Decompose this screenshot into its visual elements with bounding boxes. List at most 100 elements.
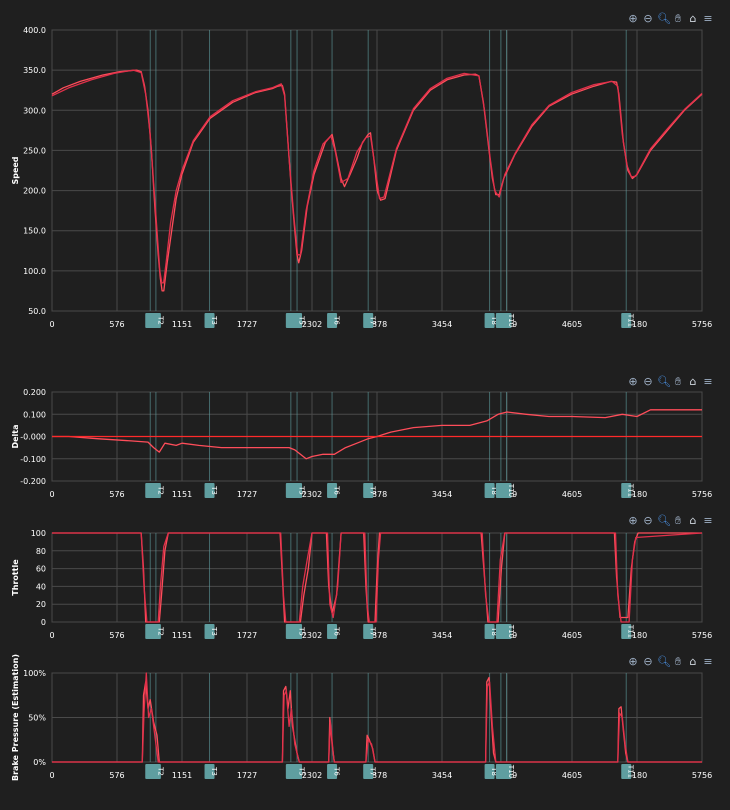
- turn-marker-badge[interactable]: [501, 313, 512, 328]
- x-tick-label: 5756: [692, 771, 712, 780]
- y-axis-label: Delta: [11, 424, 20, 448]
- zoom-in-icon[interactable]: ⊕: [628, 12, 638, 25]
- x-tick-label: 2878: [367, 631, 387, 640]
- turn-marker-label: T8: [490, 485, 498, 495]
- zoom-in-icon[interactable]: ⊕: [628, 375, 638, 388]
- y-tick-label: 0.200: [23, 388, 46, 397]
- y-tick-label: 0: [41, 618, 46, 627]
- x-tick-label: 0: [49, 771, 54, 780]
- y-tick-label: 350.0: [23, 66, 46, 75]
- turn-marker-badge[interactable]: [327, 313, 338, 328]
- turn-marker-label: T6: [333, 485, 341, 495]
- y-tick-label: 0%: [33, 758, 46, 767]
- turn-marker-badge[interactable]: [204, 764, 215, 779]
- turn-marker-badge[interactable]: [621, 313, 632, 328]
- turn-marker-badge[interactable]: [621, 483, 632, 498]
- turn-marker-badge[interactable]: [484, 313, 495, 328]
- turn-marker-badge[interactable]: [150, 624, 161, 639]
- turn-marker-badge[interactable]: [327, 624, 338, 639]
- y-tick-label: -0.000: [20, 433, 46, 442]
- turn-marker-badge[interactable]: [150, 313, 161, 328]
- y-tick-label: 0.100: [23, 410, 46, 419]
- series-line-1: [52, 532, 703, 623]
- turn-marker-badge[interactable]: [150, 483, 161, 498]
- turn-marker-label: T7: [369, 626, 377, 636]
- pan-hand-icon[interactable]: ✋︎: [674, 514, 682, 527]
- magnifier-icon[interactable]: 🔍︎: [657, 12, 671, 25]
- x-tick-label: 3454: [432, 320, 452, 329]
- turn-marker-badge[interactable]: [363, 483, 374, 498]
- zoom-out-icon[interactable]: ⊖: [643, 375, 653, 388]
- x-tick-label: 2302: [302, 320, 322, 329]
- y-tick-label: 200.0: [23, 187, 46, 196]
- menu-icon[interactable]: ≡: [703, 655, 713, 668]
- magnifier-icon[interactable]: 🔍︎: [657, 514, 671, 527]
- turn-marker-badge[interactable]: [327, 764, 338, 779]
- home-icon[interactable]: ⌂: [689, 375, 697, 388]
- turn-marker-badge[interactable]: [204, 624, 215, 639]
- turn-marker-badge[interactable]: [363, 624, 374, 639]
- series-line-0: [51, 69, 703, 292]
- pan-hand-icon[interactable]: ✋︎: [674, 12, 682, 25]
- y-axis-label: Throttle: [11, 559, 20, 596]
- turn-marker-badge[interactable]: [204, 313, 215, 328]
- turn-marker-badge[interactable]: [501, 483, 512, 498]
- zoom-out-icon[interactable]: ⊖: [643, 514, 653, 527]
- turn-marker-label: T2: [156, 485, 164, 495]
- zoom-out-icon[interactable]: ⊖: [643, 655, 653, 668]
- home-icon[interactable]: ⌂: [689, 514, 697, 527]
- zoom-in-icon[interactable]: ⊕: [628, 514, 638, 527]
- turn-marker-label: T8: [490, 626, 498, 636]
- x-tick-label: 1151: [172, 490, 192, 499]
- turn-marker-badge[interactable]: [501, 764, 512, 779]
- magnifier-icon[interactable]: 🔍︎: [657, 655, 671, 668]
- x-tick-label: 2302: [302, 490, 322, 499]
- turn-marker-badge[interactable]: [204, 483, 215, 498]
- x-tick-label: 1151: [172, 771, 192, 780]
- x-tick-label: 1151: [172, 631, 192, 640]
- turn-marker-badge[interactable]: [292, 624, 303, 639]
- turn-marker-badge[interactable]: [363, 313, 374, 328]
- x-tick-label: 1727: [237, 490, 257, 499]
- home-icon[interactable]: ⌂: [689, 12, 697, 25]
- turn-marker-badge[interactable]: [327, 483, 338, 498]
- turn-marker-badge[interactable]: [292, 313, 303, 328]
- turn-marker-badge[interactable]: [621, 624, 632, 639]
- chart-panel-2: 0204060801000576115117272302287834544029…: [11, 529, 712, 640]
- zoom-in-icon[interactable]: ⊕: [628, 655, 638, 668]
- y-tick-label: 50%: [28, 714, 46, 723]
- x-tick-label: 4605: [562, 771, 582, 780]
- turn-marker-badge[interactable]: [484, 624, 495, 639]
- magnifier-icon[interactable]: 🔍︎: [657, 375, 671, 388]
- turn-marker-label: T7: [369, 766, 377, 776]
- turn-marker-badge[interactable]: [621, 764, 632, 779]
- menu-icon[interactable]: ≡: [703, 12, 713, 25]
- y-tick-label: 100: [31, 529, 46, 538]
- turn-marker-label: T11: [627, 764, 635, 778]
- x-tick-label: 5180: [627, 631, 647, 640]
- turn-marker-badge[interactable]: [484, 483, 495, 498]
- x-tick-label: 1151: [172, 320, 192, 329]
- menu-icon[interactable]: ≡: [703, 514, 713, 527]
- turn-marker-label: T3: [210, 315, 218, 325]
- turn-marker-badge[interactable]: [292, 764, 303, 779]
- x-tick-label: 576: [109, 771, 124, 780]
- x-tick-label: 3454: [432, 631, 452, 640]
- menu-icon[interactable]: ≡: [703, 375, 713, 388]
- turn-marker-badge[interactable]: [150, 764, 161, 779]
- x-tick-label: 1727: [237, 771, 257, 780]
- turn-marker-badge[interactable]: [363, 764, 374, 779]
- zoom-out-icon[interactable]: ⊖: [643, 12, 653, 25]
- pan-hand-icon[interactable]: ✋︎: [674, 375, 682, 388]
- x-tick-label: 4605: [562, 490, 582, 499]
- x-tick-label: 5180: [627, 320, 647, 329]
- y-axis-label: Brake Pressure (Estimation): [11, 654, 20, 781]
- turn-marker-label: T8: [490, 766, 498, 776]
- turn-marker-badge[interactable]: [292, 483, 303, 498]
- home-icon[interactable]: ⌂: [689, 655, 697, 668]
- pan-hand-icon[interactable]: ✋︎: [674, 655, 682, 668]
- turn-marker-badge[interactable]: [484, 764, 495, 779]
- y-tick-label: 50.0: [28, 307, 46, 316]
- turn-marker-badge[interactable]: [501, 624, 512, 639]
